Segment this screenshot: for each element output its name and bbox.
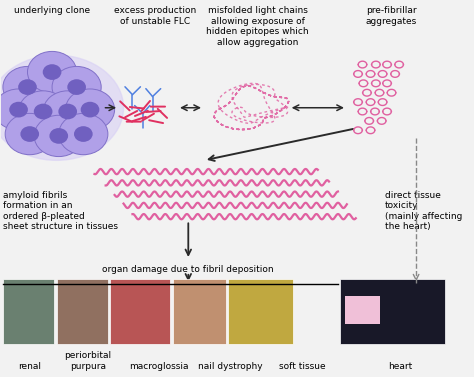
Circle shape (43, 91, 92, 132)
Ellipse shape (0, 55, 124, 160)
Text: direct tissue
toxicity
(mainly affecting
the heart): direct tissue toxicity (mainly affecting… (385, 191, 462, 231)
Circle shape (0, 89, 43, 130)
Circle shape (20, 126, 39, 142)
Text: periorbital
purpura: periorbital purpura (64, 351, 111, 371)
Circle shape (81, 102, 100, 118)
FancyBboxPatch shape (173, 279, 226, 344)
Circle shape (34, 115, 83, 156)
Circle shape (52, 66, 101, 108)
FancyBboxPatch shape (3, 279, 55, 344)
FancyBboxPatch shape (228, 279, 293, 344)
FancyBboxPatch shape (110, 279, 171, 344)
Circle shape (59, 113, 108, 155)
Circle shape (65, 89, 115, 130)
Text: excess production
of unstable FLC: excess production of unstable FLC (114, 6, 196, 26)
Circle shape (9, 102, 28, 118)
Text: macroglossia: macroglossia (129, 362, 189, 371)
Text: underlying clone: underlying clone (14, 6, 90, 15)
Circle shape (43, 64, 62, 80)
Text: pre-fibrillar
aggregates: pre-fibrillar aggregates (366, 6, 417, 26)
FancyBboxPatch shape (345, 296, 380, 324)
Circle shape (27, 51, 77, 93)
Circle shape (34, 104, 53, 120)
Circle shape (18, 79, 37, 95)
Circle shape (18, 91, 68, 132)
Circle shape (74, 126, 92, 142)
Text: renal: renal (18, 362, 41, 371)
Circle shape (67, 79, 86, 95)
Circle shape (58, 104, 77, 120)
Circle shape (49, 128, 68, 144)
Circle shape (3, 66, 52, 108)
FancyBboxPatch shape (56, 279, 108, 344)
FancyBboxPatch shape (340, 279, 445, 344)
Text: organ damage due to fibril deposition: organ damage due to fibril deposition (102, 265, 274, 274)
Text: misfolded light chains
allowing exposure of
hidden epitopes which
allow aggregat: misfolded light chains allowing exposure… (206, 6, 309, 46)
Text: amyloid fibrils
formation in an
ordered β-pleated
sheet structure in tissues: amyloid fibrils formation in an ordered … (3, 191, 118, 231)
Text: nail dystrophy: nail dystrophy (199, 362, 263, 371)
Circle shape (5, 113, 55, 155)
Text: soft tissue: soft tissue (279, 362, 326, 371)
Text: heart: heart (388, 362, 412, 371)
